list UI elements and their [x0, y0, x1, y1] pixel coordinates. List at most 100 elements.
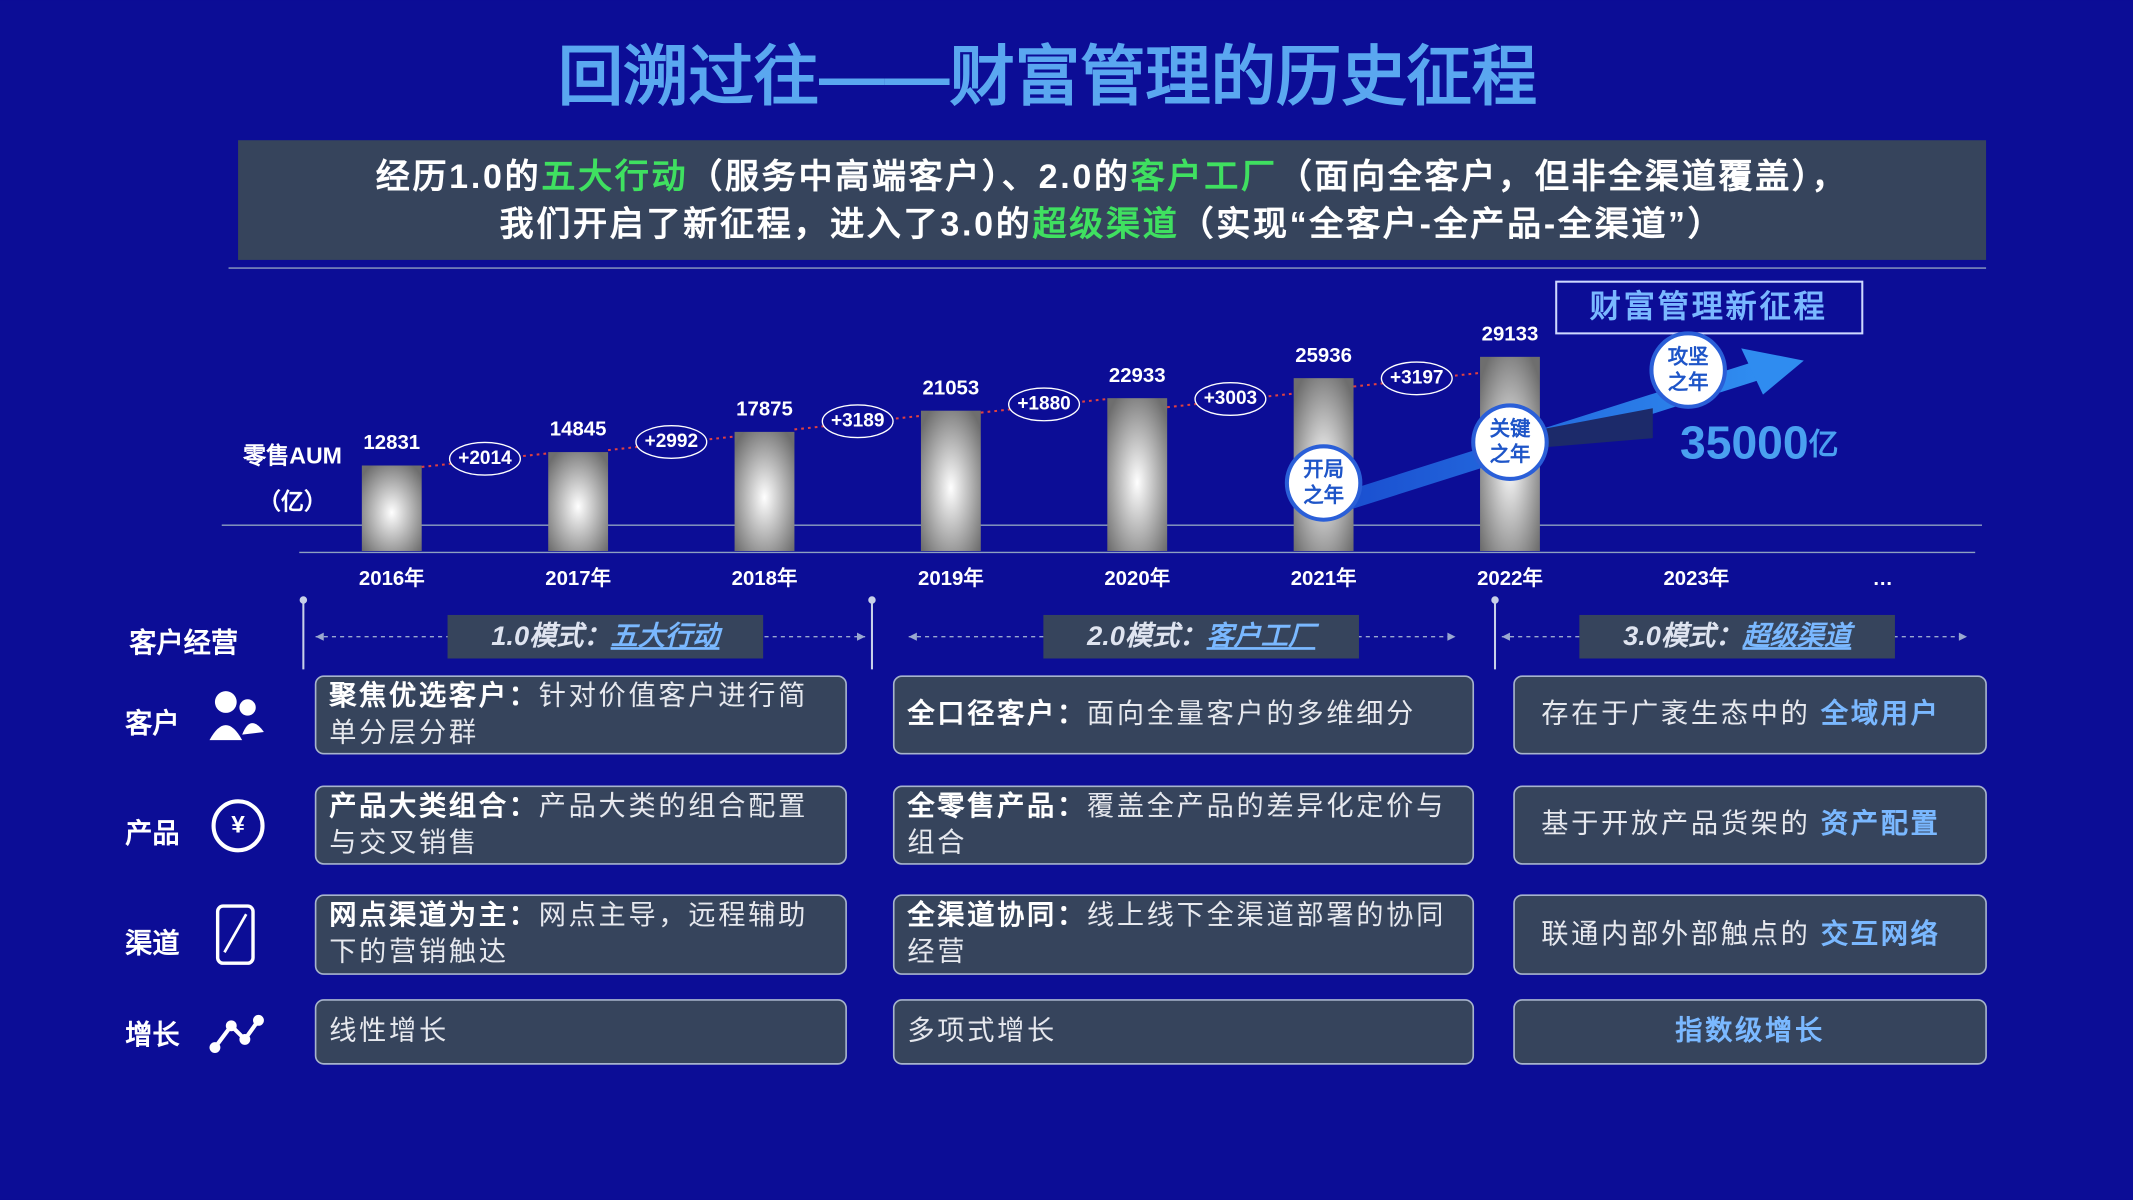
cell-wrap: 产品大类组合：产品大类的组合配置与交叉销售	[329, 791, 805, 858]
milestone-label: 开局	[1303, 459, 1344, 481]
arrow-tip	[1958, 632, 1968, 641]
x-tick-label: 2023年	[1663, 566, 1729, 590]
arrow-tip	[1501, 632, 1510, 641]
milestone-label: 关键	[1490, 416, 1531, 440]
x-tick-label: 2021年	[1291, 566, 1357, 590]
value-label: 25936	[1295, 345, 1352, 367]
cell-text: 指数级增长	[1514, 1000, 1986, 1064]
target-value: 35000	[1680, 417, 1809, 469]
milestone-circle	[1471, 403, 1549, 481]
y-label: （亿）	[258, 489, 327, 515]
text-segment: 联通内部外部触点的	[1541, 918, 1821, 949]
cell-paragraph: 多项式增长	[907, 1014, 1459, 1051]
text-segment: 线性增长	[329, 1016, 449, 1047]
cell-box	[1513, 999, 1987, 1065]
arrow-tip	[1447, 632, 1456, 641]
cell-text: 基于开放产品货架的 资产配置	[1514, 786, 1986, 864]
text-segment: （面向全客户，但非全渠道覆盖），	[1277, 157, 1849, 196]
cell-wrap: 聚焦优选客户：针对价值客户进行简单分层分群	[329, 678, 832, 751]
text-segment: 全渠道协同：	[907, 900, 1087, 931]
cell-text: 全口径客户：面向全量客户的多维细分	[894, 676, 1474, 754]
text-segment: （实现“全客户-全产品-全渠道”）	[1179, 205, 1725, 244]
text-segment: 存在于广袤生态中的	[1541, 699, 1821, 730]
text-segment: 聚焦优选客户：	[329, 680, 539, 711]
text-segment: 覆盖全产品的差异化定价与组合	[907, 791, 1447, 858]
banner-box	[238, 140, 1987, 260]
title: 回溯过往——财富管理的历史征程	[558, 40, 1537, 113]
arrow-tip	[315, 632, 324, 641]
cell-text: 联通内部外部触点的 交互网络	[1514, 895, 1986, 974]
cell-paragraph: 指数级增长	[1528, 1014, 1973, 1051]
increment-bubble	[1008, 387, 1081, 422]
increment-label: +3003	[1204, 388, 1257, 409]
cell-wrap: 多项式增长	[907, 1014, 1459, 1051]
phase-box	[1579, 614, 1895, 659]
icon-user	[214, 691, 237, 713]
increment-label: +1880	[1017, 393, 1070, 414]
text-segment: 五大行动	[541, 157, 689, 196]
text-segment: 多项式增长	[907, 1016, 1057, 1047]
milestone-circle	[1649, 331, 1727, 409]
value-label: 14845	[550, 419, 607, 441]
banner: 经历1.0的五大行动（服务中高端客户）、2.0的客户工厂（面向全客户，但非全渠道…	[238, 154, 1986, 249]
cell-paragraph: 全零售产品：覆盖全产品的差异化定价与组合	[907, 788, 1459, 861]
text-segment: 全域用户	[1820, 699, 1941, 730]
icon-user	[209, 725, 243, 741]
cell-box	[314, 675, 847, 755]
icon-channel	[215, 904, 255, 965]
text-segment: 基于开放产品货架的	[1541, 809, 1821, 840]
x-tick-label: 2018年	[732, 566, 798, 590]
row-label: 渠道	[125, 928, 179, 959]
text-segment: 面向全量客户的多维细分	[1086, 699, 1417, 730]
icon-growth	[225, 1020, 237, 1032]
increment-bubble	[1380, 361, 1453, 396]
x-tick-label: 2020年	[1104, 566, 1170, 590]
phase-name: 超级渠道	[1741, 620, 1856, 651]
cell-text: 线性增长	[316, 1000, 847, 1064]
text-segment: 经历1.0的	[375, 157, 542, 196]
increment-bubble	[821, 404, 894, 439]
increment-label: +3197	[1390, 367, 1443, 388]
bar	[920, 410, 981, 552]
arrow-shadow	[1523, 408, 1653, 450]
badge: 财富管理新征程	[1590, 289, 1828, 324]
icon-growth	[213, 1019, 261, 1049]
value-label: 22933	[1109, 365, 1166, 387]
increment-bubble	[1194, 382, 1267, 417]
cell-box	[892, 894, 1475, 975]
bar	[1107, 398, 1168, 552]
text-segment: 我们开启了新征程，进入了3.0的	[499, 205, 1033, 244]
banner-line: 经历1.0的五大行动（服务中高端客户）、2.0的客户工厂（面向全客户，但非全渠道…	[238, 154, 1986, 202]
cell-text: 全渠道协同：线上线下全渠道部署的协同经营	[894, 895, 1474, 974]
text-segment: 超级渠道	[1032, 205, 1180, 244]
dot	[1491, 596, 1499, 604]
phase-header: 客户经营	[129, 627, 238, 658]
cell-box	[892, 675, 1475, 755]
milestone-label: 攻坚	[1668, 344, 1709, 368]
icons: ¥	[209, 691, 265, 1053]
increment-label: +3189	[831, 410, 884, 431]
value-label: 17875	[736, 399, 793, 421]
icon-growth	[253, 1014, 264, 1026]
cell-text: 网点渠道为主：网点主导，远程辅助下的营销触达	[316, 895, 847, 974]
cell-paragraph: 聚焦优选客户：针对价值客户进行简单分层分群	[329, 678, 832, 751]
milestone-label: 之年	[1490, 442, 1531, 466]
cell-wrap: 线性增长	[316, 1000, 847, 1064]
icon-product: ¥	[231, 811, 245, 838]
cell-box	[892, 785, 1475, 865]
cell-box	[1513, 894, 1987, 975]
text-segment: 针对价值客户进行简单分层分群	[329, 680, 809, 748]
milestone-label: 之年	[1303, 483, 1344, 507]
value-label: 29133	[1482, 323, 1539, 345]
text-segment: 产品大类组合：	[329, 791, 539, 822]
increment-label: +2014	[458, 448, 512, 469]
icon-growth	[209, 1042, 221, 1053]
text-segment: 交互网络	[1820, 918, 1941, 949]
increment-bubble	[448, 441, 522, 476]
text-segment: 线上线下全渠道部署的协同经营	[907, 900, 1447, 968]
phase-prefix: 2.0模式：	[1086, 620, 1206, 651]
arrow-head	[1741, 348, 1804, 395]
target-unit: 亿	[1809, 428, 1839, 461]
icon-growth	[239, 1033, 251, 1045]
